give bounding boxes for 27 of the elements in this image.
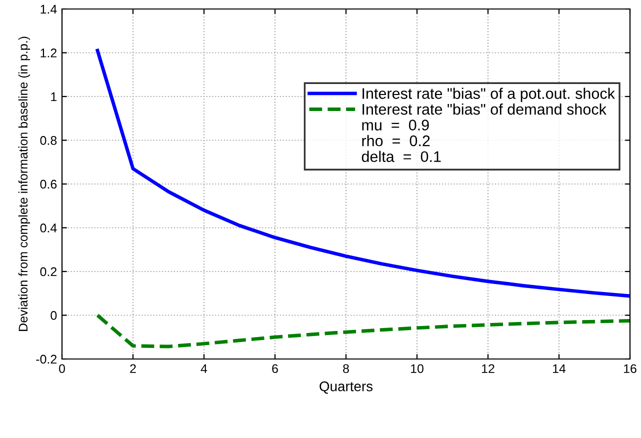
y-tick-label: 0.8 [40, 136, 57, 145]
y-tick-label: 1.2 [40, 48, 57, 58]
x-tick-label: 14 [553, 364, 566, 373]
y-tick-label: 1.4 [40, 4, 57, 14]
x-tick-label: 0 [59, 364, 65, 374]
x-tick-label: 8 [343, 364, 349, 374]
y-tick-label: 0 [50, 311, 57, 320]
x-tick-label: 16 [624, 364, 636, 374]
x-axis-title: Quarters [320, 381, 373, 394]
y-tick-label: 0.6 [40, 180, 57, 189]
x-tick-label: 2 [130, 364, 136, 373]
x-tick-label: 6 [272, 364, 278, 374]
y-tick-label: -0.2 [36, 354, 57, 364]
x-tick-label: 10 [411, 364, 424, 374]
legend-label: Interest rate "bias" of a pot.out. shock [362, 88, 615, 102]
y-tick-label: 0.4 [40, 224, 57, 232]
y-tick-label: 1 [51, 92, 57, 102]
line-series [96, 314, 630, 348]
line-series [96, 48, 630, 298]
y-axis-title: Deviation from complete information baseline (in p.p.) [18, 36, 30, 331]
annotation: delta = 0.1 [362, 150, 441, 162]
annotation: rho = 0.2 [362, 135, 430, 146]
x-tick-label: 4 [200, 364, 208, 373]
y-tick-label: 0.2 [40, 267, 57, 276]
x-tick-label: 12 [482, 364, 494, 373]
legend-label: Interest rate "bias" of demand shock [362, 103, 606, 115]
annotation: mu = 0.9 [362, 120, 429, 130]
